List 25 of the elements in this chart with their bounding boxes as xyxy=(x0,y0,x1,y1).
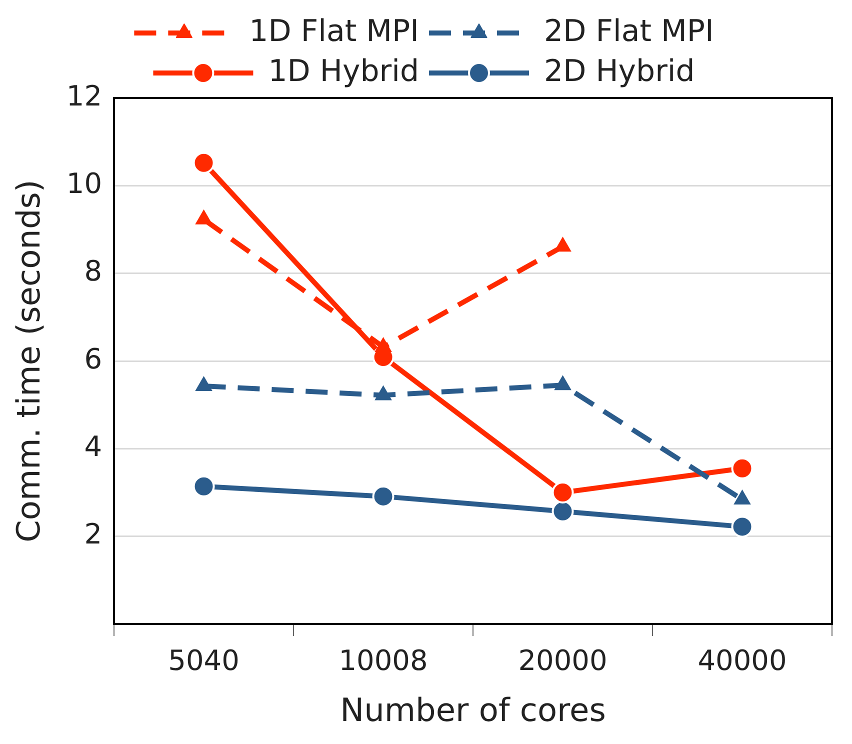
y-tick-label: 12 xyxy=(66,79,102,112)
y-axis-title: Comm. time (seconds) xyxy=(10,180,48,542)
x-tick-label: 20000 xyxy=(518,644,608,678)
legend-label: 2D Hybrid xyxy=(544,54,695,89)
point xyxy=(195,210,212,224)
point xyxy=(731,516,754,538)
y-tick-label: 2 xyxy=(84,518,102,551)
point xyxy=(374,337,392,352)
point xyxy=(731,457,754,480)
point xyxy=(195,376,212,391)
point xyxy=(374,386,392,400)
x-axis-title: Number of cores xyxy=(340,691,606,730)
x-tick-label: 5040 xyxy=(168,644,240,678)
x-tick-label: 40000 xyxy=(698,644,787,678)
point xyxy=(552,482,574,504)
y-tick-label: 8 xyxy=(84,254,102,288)
point xyxy=(192,475,215,498)
legend-label: 1D Hybrid xyxy=(268,54,420,89)
x-tick-label: 10008 xyxy=(338,644,428,678)
y-tick-label: 6 xyxy=(84,342,102,376)
y-tick-label: 4 xyxy=(84,430,102,463)
legend-label: 1D Flat MPI xyxy=(249,14,420,49)
point xyxy=(554,376,572,390)
legend-label: 2D Flat MPI xyxy=(544,14,714,49)
y-tick-label: 10 xyxy=(66,166,102,200)
